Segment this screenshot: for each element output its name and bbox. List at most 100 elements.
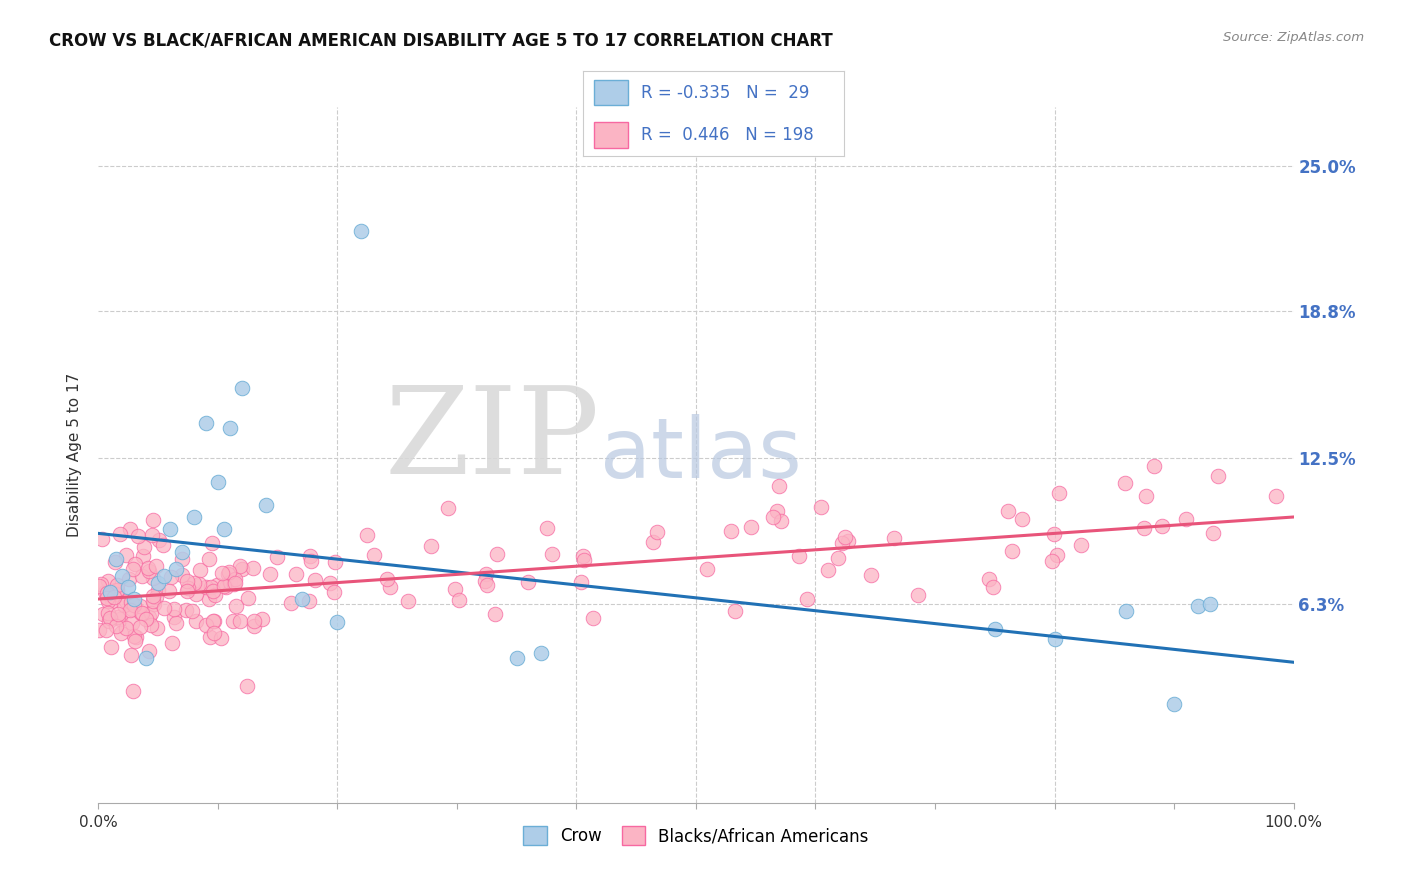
Point — [200, 580, 222, 594]
Text: Source: ZipAtlas.com: Source: ZipAtlas.com — [1223, 31, 1364, 45]
Point — [121, 616, 143, 631]
Point — [696, 562, 718, 576]
Point — [202, 614, 225, 628]
Point — [789, 549, 811, 563]
Point — [105, 582, 128, 597]
Point — [134, 540, 156, 554]
Point — [236, 591, 259, 605]
Point — [817, 563, 839, 577]
Point — [540, 547, 562, 561]
Point — [138, 644, 160, 658]
Point — [1199, 597, 1222, 611]
Point — [124, 634, 146, 648]
Point — [214, 578, 236, 592]
Point — [91, 532, 114, 546]
Point — [163, 601, 186, 615]
Text: R =  0.446   N = 198: R = 0.446 N = 198 — [641, 126, 814, 144]
Point — [582, 610, 605, 624]
Point — [94, 584, 117, 599]
Point — [1174, 512, 1197, 526]
Point — [135, 650, 157, 665]
Point — [419, 539, 441, 553]
Point — [827, 550, 849, 565]
Point — [131, 569, 153, 583]
Point — [195, 417, 218, 431]
Point — [318, 575, 340, 590]
Point — [107, 607, 129, 621]
Point — [769, 514, 792, 528]
Point — [120, 595, 142, 609]
Point — [218, 565, 240, 579]
Point — [112, 598, 135, 612]
Point — [142, 513, 165, 527]
Text: atlas: atlas — [600, 415, 801, 495]
Point — [837, 533, 859, 548]
Point — [979, 573, 1001, 587]
Point — [475, 566, 498, 581]
Point — [252, 612, 274, 626]
Point — [162, 636, 184, 650]
Point — [115, 621, 138, 635]
Point — [195, 618, 218, 632]
Point — [163, 610, 186, 624]
Point — [174, 603, 197, 617]
Point — [222, 614, 245, 628]
Point — [720, 524, 742, 538]
Point — [98, 610, 121, 624]
Point — [907, 588, 929, 602]
Point — [184, 587, 207, 601]
Point — [1265, 489, 1288, 503]
Point — [184, 615, 207, 629]
Point — [96, 586, 118, 600]
Point — [145, 621, 167, 635]
Point — [298, 594, 321, 608]
Point — [197, 592, 219, 607]
Point — [172, 552, 194, 566]
Point — [165, 615, 187, 630]
Point — [516, 574, 538, 589]
Point — [114, 548, 136, 562]
Point — [129, 606, 152, 620]
Point — [127, 529, 149, 543]
Point — [94, 623, 117, 637]
Point — [108, 612, 131, 626]
Point — [138, 561, 160, 575]
Point — [165, 561, 187, 575]
Point — [135, 612, 157, 626]
Point — [231, 381, 253, 395]
Point — [201, 583, 224, 598]
Point — [145, 591, 167, 605]
Point — [159, 522, 181, 536]
Point — [117, 580, 139, 594]
Point — [834, 530, 856, 544]
Point — [97, 606, 120, 620]
Point — [219, 421, 242, 435]
Point — [299, 549, 322, 563]
Point — [1202, 526, 1225, 541]
Point — [443, 582, 465, 596]
Point — [762, 510, 785, 524]
Point — [97, 594, 120, 608]
Legend: Crow, Blacks/African Americans: Crow, Blacks/African Americans — [515, 818, 877, 854]
Point — [572, 549, 595, 563]
Point — [810, 500, 832, 515]
Point — [204, 615, 226, 629]
Point — [148, 533, 170, 548]
Point — [183, 575, 205, 590]
Point — [350, 224, 373, 238]
Point — [98, 585, 122, 599]
Point — [122, 683, 145, 698]
Point — [207, 475, 229, 489]
Point — [883, 531, 905, 545]
Point — [1163, 698, 1185, 712]
Point — [209, 631, 232, 645]
Point — [128, 599, 150, 614]
Point — [97, 574, 120, 588]
Point — [121, 602, 143, 616]
Point — [997, 503, 1019, 517]
Point — [641, 534, 664, 549]
Y-axis label: Disability Age 5 to 17: Disability Age 5 to 17 — [67, 373, 83, 537]
Point — [536, 521, 558, 535]
Point — [572, 552, 595, 566]
Point — [124, 628, 146, 642]
